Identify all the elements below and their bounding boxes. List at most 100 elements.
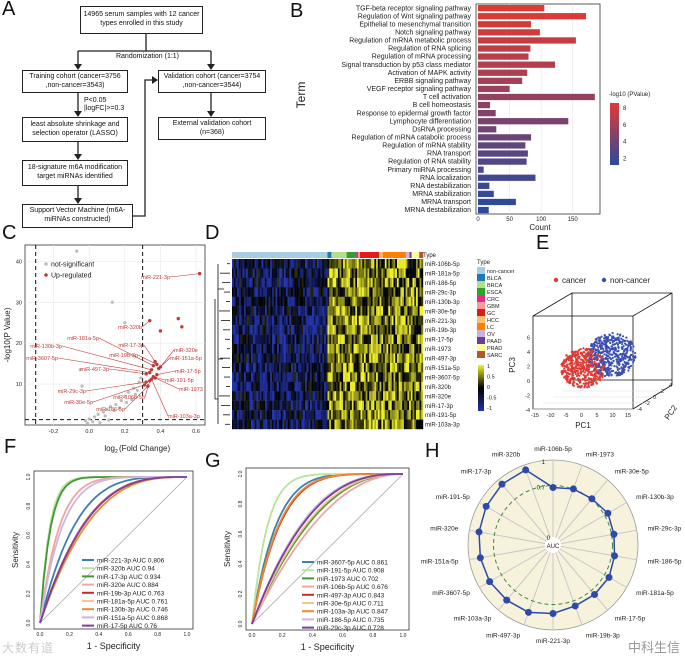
d-heatmap-cell <box>398 344 401 354</box>
d-heatmap-cell <box>351 344 354 354</box>
d-heatmap-cell <box>266 353 269 364</box>
d-heatmap-cell <box>304 277 307 288</box>
e-point-cancer <box>585 355 588 359</box>
d-heatmap-cell <box>405 325 408 335</box>
d-heatmap-cell <box>306 277 309 288</box>
d-heatmap-cell <box>292 325 295 335</box>
d-heatmap-cell <box>327 306 330 316</box>
e-point-non-cancer <box>590 344 593 348</box>
d-heatmap-cell <box>244 344 247 354</box>
d-heatmap-cell <box>357 400 359 411</box>
c-label-leader <box>98 337 154 366</box>
h-center <box>545 537 561 553</box>
d-heatmap-cell <box>296 296 299 307</box>
d-heatmap-cell <box>379 353 382 364</box>
d-heatmap-cell <box>414 306 417 316</box>
d-heatmap-cell <box>339 353 342 364</box>
d-heatmap-cell <box>266 287 269 297</box>
d-heatmap-cell <box>304 259 307 269</box>
d-heatmap-cell <box>270 381 273 392</box>
d-heatmap-cell <box>403 391 406 401</box>
d-heatmap-cell <box>318 287 321 297</box>
h-spoke <box>497 479 554 546</box>
e-point-non-cancer <box>630 358 633 361</box>
d-heatmap-cell <box>351 268 354 279</box>
d-heatmap-cell <box>391 391 394 401</box>
d-heatmap-cell <box>325 325 328 335</box>
d-heatmap-cell <box>266 259 269 269</box>
d-heatmap-cell <box>417 391 420 401</box>
d-heatmap-cell <box>350 410 353 420</box>
d-heatmap-cell <box>390 410 392 420</box>
d-heatmap-cell <box>396 325 399 335</box>
d-heatmap-cell <box>407 419 410 430</box>
e-point-cancer <box>578 385 581 388</box>
d-heatmap-cell <box>417 277 420 288</box>
d-heatmap-cell <box>278 344 281 354</box>
d-heatmap-cell <box>332 334 335 345</box>
d-heatmap-cell <box>377 296 380 307</box>
d-heatmap-cell <box>266 400 269 411</box>
d-heatmap-cell <box>337 287 340 297</box>
d-legend-swatch <box>477 295 485 302</box>
d-heatmap-cell <box>256 391 259 401</box>
d-heatmap-cell <box>275 419 278 430</box>
d-heatmap-cell <box>240 287 243 297</box>
d-heatmap-cell <box>294 334 297 345</box>
e-point-non-cancer <box>589 361 592 364</box>
d-heatmap-cell <box>285 419 288 430</box>
b-term-label: Regulation of mRNA catabolic process <box>352 135 472 142</box>
d-heatmap-cell <box>303 296 306 307</box>
f-legend-label: miR-221-3p AUC 0.806 <box>97 558 165 565</box>
e-point-non-cancer <box>605 344 608 347</box>
e-point-non-cancer <box>615 341 619 345</box>
d-heatmap-cell <box>296 419 299 430</box>
d-heatmap-cell <box>256 287 259 297</box>
h-radar-point <box>482 502 490 510</box>
d-heatmap-cell <box>242 296 245 307</box>
d-annotation-segment <box>419 252 424 258</box>
d-heatmap-cell <box>384 296 387 307</box>
d-heatmap-cell <box>317 372 320 382</box>
f-legend-label: miR-320e AUC 0.884 <box>97 582 159 589</box>
c-point-label: miR-320e <box>174 348 198 354</box>
d-heatmap-cell <box>308 315 311 326</box>
d-heatmap-cell <box>244 410 247 420</box>
e-point-cancer <box>586 373 589 377</box>
d-heatmap-cell <box>249 259 252 269</box>
g-ytick-label: 0.2 <box>238 590 244 597</box>
d-heatmap-cell <box>393 372 396 382</box>
d-heatmap-cell <box>336 277 339 288</box>
d-heatmap-cell <box>263 372 266 382</box>
h-spoke <box>469 529 554 546</box>
d-heatmap-cell <box>402 344 405 354</box>
d-heatmap-cell <box>232 400 234 411</box>
d-heatmap-cell <box>315 419 318 430</box>
d-heatmap-cell <box>400 381 403 392</box>
g-ytick-label: 0.6 <box>238 530 244 537</box>
d-heatmap-cell <box>238 325 241 335</box>
d-heatmap-cell <box>258 344 260 354</box>
d-heatmap-cell <box>251 362 254 373</box>
e-point-non-cancer <box>618 363 621 367</box>
d-heatmap-cell <box>343 315 346 326</box>
d-heatmap-cell <box>358 325 361 335</box>
d-heatmap-cell <box>301 400 304 411</box>
d-heatmap-cell <box>277 362 280 373</box>
e-ztick-label: 2 <box>527 365 530 371</box>
d-heatmap-cell <box>372 296 375 307</box>
d-heatmap-cell <box>327 344 330 354</box>
d-heatmap-cell <box>391 287 394 297</box>
d-heatmap-cell <box>355 334 358 345</box>
d-heatmap-cell <box>419 381 422 392</box>
d-heatmap-cell <box>400 419 403 430</box>
d-heatmap-cell <box>386 344 389 354</box>
g-xtick-label: 0.0 <box>249 633 256 639</box>
d-heatmap-cell <box>275 410 278 420</box>
c-xtick-label: 0.4 <box>157 429 165 435</box>
d-row-label: miR-19b-3p <box>425 328 457 334</box>
e-point-cancer <box>589 373 592 376</box>
d-heatmap-cell <box>357 268 359 279</box>
d-heatmap-cell <box>297 391 300 401</box>
d-heatmap-cell <box>245 391 248 401</box>
